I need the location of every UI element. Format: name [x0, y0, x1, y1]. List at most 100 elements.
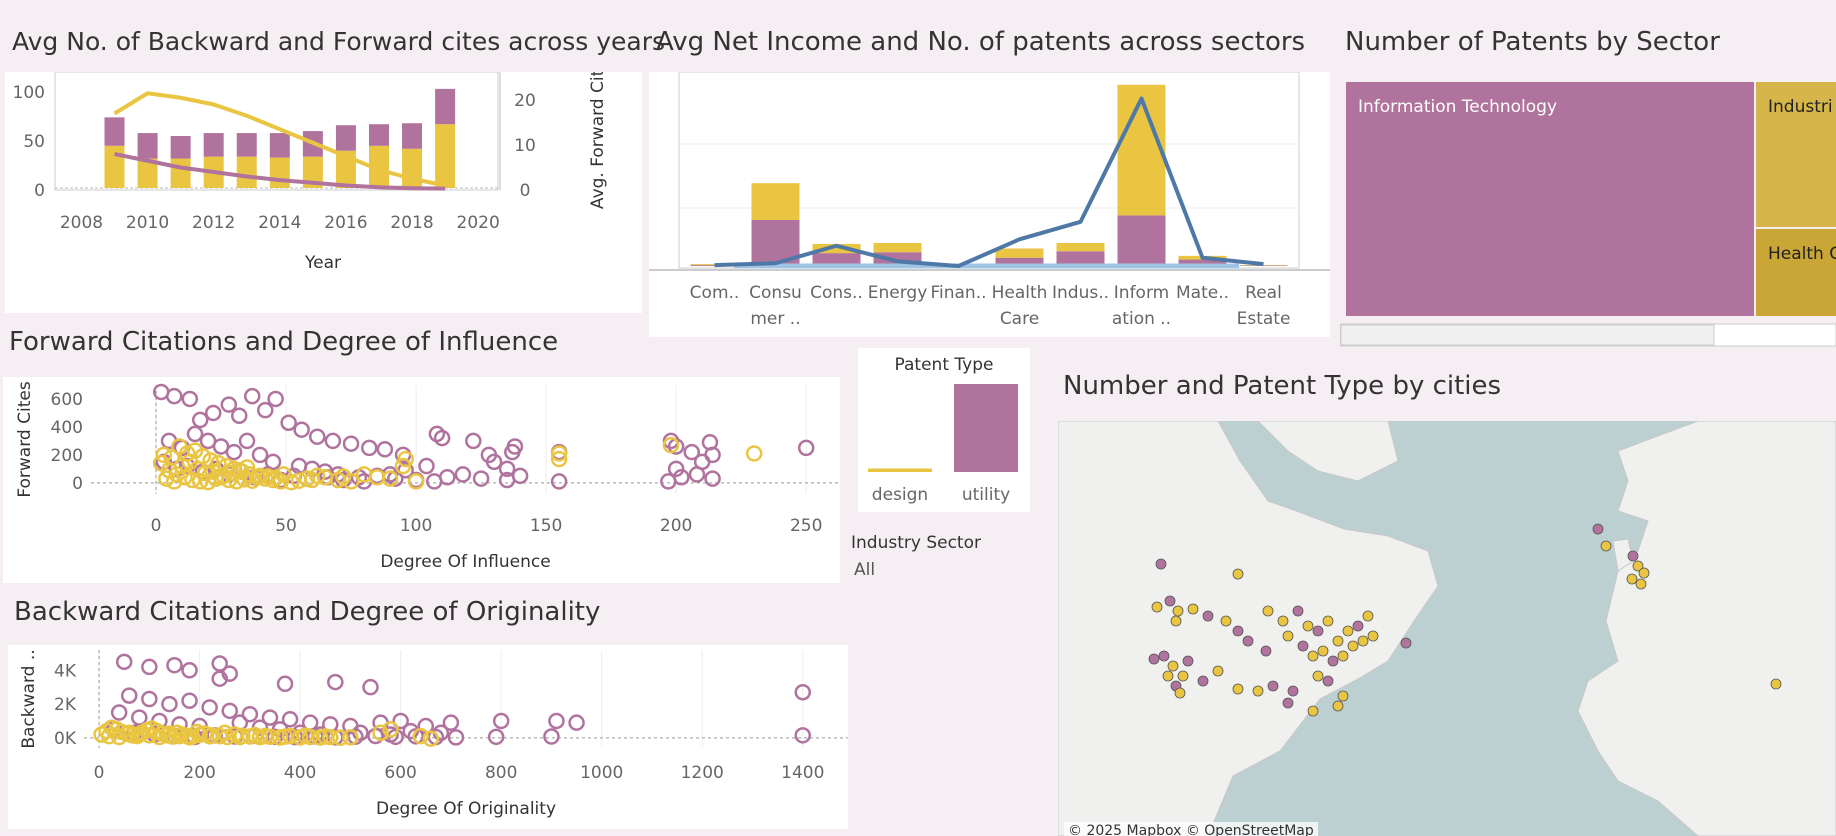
city-point-design [1283, 631, 1293, 641]
point-utility [466, 434, 480, 448]
y-axis-label-right: Avg. Forward Cit.. [588, 72, 608, 209]
chart-treemap[interactable]: Information TechnologyIndustriHealth C [1340, 78, 1836, 348]
point-utility [310, 430, 324, 444]
x-tick: 100 [400, 516, 432, 536]
city-point-design [1639, 568, 1649, 578]
chart-income-sectors[interactable]: Com..Consumer ..Cons..EnergyFinan..Healt… [649, 72, 1330, 337]
city-point-utility [1233, 626, 1243, 636]
bar-utility [204, 133, 224, 157]
point-utility [206, 406, 220, 420]
y-tick: 400 [51, 418, 83, 438]
city-point-utility [1293, 606, 1303, 616]
filter-industry-sector[interactable]: All [854, 560, 875, 580]
city-point-design [1263, 606, 1273, 616]
bar-utility [237, 133, 257, 157]
title-treemap: Number of Patents by Sector [1345, 27, 1720, 57]
city-point-design [1308, 706, 1318, 716]
x-tick: Energy [868, 283, 928, 303]
y-tick: 0 [72, 474, 83, 494]
point-utility [456, 467, 470, 481]
city-point-design [1233, 569, 1243, 579]
title-cites-years: Avg No. of Backward and Forward cites ac… [12, 27, 665, 56]
point-utility [183, 392, 197, 406]
city-point-design [1233, 684, 1243, 694]
point-utility [223, 704, 237, 718]
title-income-sectors: Avg Net Income and No. of patents across… [656, 27, 1305, 57]
city-point-design [1636, 579, 1646, 589]
panel-map: © 2025 Mapbox © OpenStreetMap [1058, 421, 1836, 836]
bar-design [752, 183, 800, 220]
point-utility [282, 416, 296, 430]
x-tick: 1000 [580, 763, 623, 783]
point-utility [419, 459, 433, 473]
point-utility [695, 455, 709, 469]
y-axis-label: Forward Cites [15, 381, 35, 497]
point-design [747, 446, 761, 460]
point-utility [549, 714, 563, 728]
point-utility [344, 437, 358, 451]
point-utility [240, 434, 254, 448]
x-tick: ation .. [1112, 309, 1171, 329]
city-point-design [1278, 616, 1288, 626]
x-tick: Consu [749, 283, 802, 303]
x-tick: Inform [1114, 283, 1169, 303]
treemap-label: Industri [1768, 97, 1833, 117]
chart-influence[interactable]: 6004002000050100150200250Degree Of Influ… [3, 377, 840, 583]
treemap-label: Health C [1768, 244, 1836, 264]
city-point-design [1771, 679, 1781, 689]
map-credit[interactable]: © 2025 Mapbox © OpenStreetMap [1064, 822, 1318, 836]
city-point-design [1313, 671, 1323, 681]
x-tick: Finan.. [930, 283, 986, 303]
y-tick-right: 20 [514, 91, 536, 111]
scrollbar-thumb [1341, 325, 1714, 345]
point-utility [167, 389, 181, 403]
axis-divider [499, 72, 501, 190]
point-utility [364, 680, 378, 694]
panel-income-sectors: Com..Consumer ..Cons..EnergyFinan..Healt… [649, 72, 1330, 337]
x-tick: 400 [284, 763, 316, 783]
x-tick: 50 [275, 516, 297, 536]
city-point-design [1168, 661, 1178, 671]
city-point-design [1178, 671, 1188, 681]
treemap-cell [1756, 229, 1836, 316]
point-utility [142, 660, 156, 674]
point-utility [570, 716, 584, 730]
point-utility [142, 692, 156, 706]
city-point-design [1188, 604, 1198, 614]
y-tick-left: 100 [13, 83, 45, 103]
point-utility [328, 675, 342, 689]
point-utility [552, 474, 566, 488]
bar-utility [435, 89, 455, 124]
city-point-design [1221, 616, 1231, 626]
point-utility [203, 700, 217, 714]
point-utility [183, 663, 197, 677]
x-tick: 2008 [60, 213, 103, 233]
map-cities[interactable] [1058, 421, 1836, 836]
bar-design [874, 243, 922, 252]
city-point-utility [1149, 654, 1159, 664]
patent-type-legend[interactable]: Patent Typedesignutility [858, 348, 1030, 512]
x-tick: 250 [790, 516, 822, 536]
point-utility [378, 442, 392, 456]
x-tick: mer .. [750, 309, 800, 329]
city-point-utility [1628, 551, 1638, 561]
point-utility [362, 441, 376, 455]
x-tick: Indus.. [1052, 283, 1109, 303]
point-utility [117, 655, 131, 669]
chart-cites-years[interactable]: 10050020100Avg. Forward Cit..20082010201… [5, 72, 642, 313]
x-tick: Health [992, 283, 1048, 303]
legend-title: Patent Type [895, 355, 994, 375]
x-tick: Care [1000, 309, 1039, 329]
point-utility [269, 392, 283, 406]
point-utility [513, 469, 527, 483]
point-utility [258, 403, 272, 417]
panel-patent-type-legend: Patent Typedesignutility [858, 348, 1030, 512]
y-tick-right: 0 [520, 181, 531, 201]
x-tick: 2012 [192, 213, 235, 233]
chart-originality[interactable]: 4K2K0K0200400600800100012001400Degree Of… [8, 645, 848, 829]
title-originality: Backward Citations and Degree of Origina… [14, 597, 600, 627]
land-europe [1578, 421, 1836, 836]
city-point-design [1348, 641, 1358, 651]
city-point-utility [1328, 656, 1338, 666]
y-tick-right: 10 [514, 136, 536, 156]
